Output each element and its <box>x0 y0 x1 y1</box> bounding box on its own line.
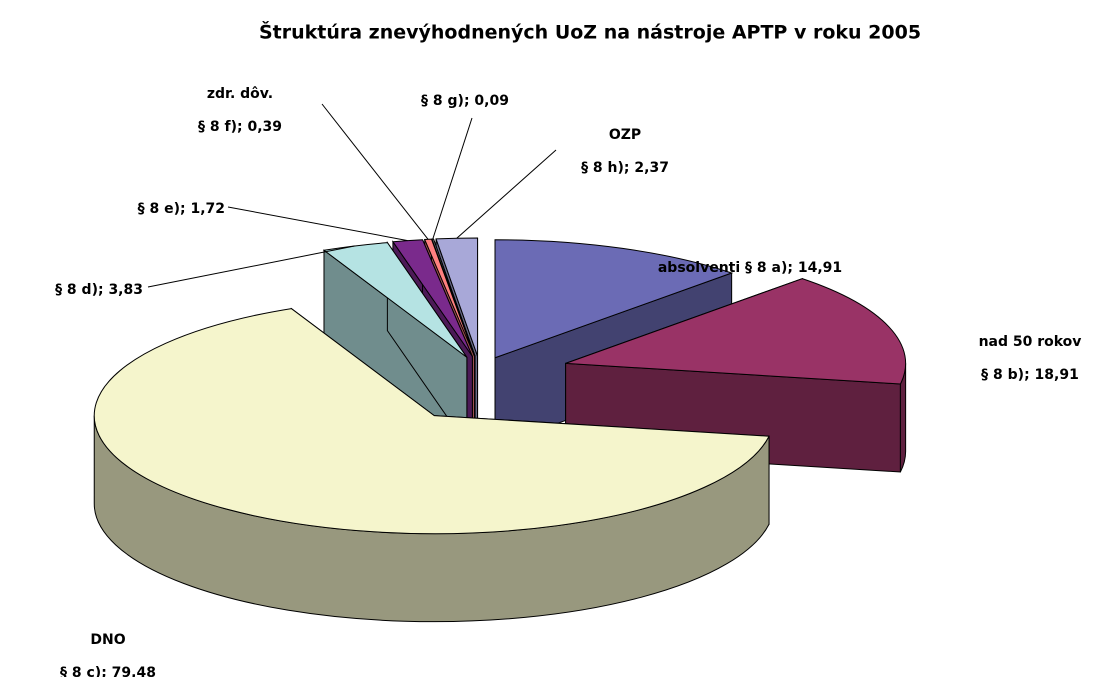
data-label: § 8 e); 1,72 <box>138 201 225 217</box>
pie-slice <box>93 307 770 623</box>
data-label: § 8 d); 3,83 <box>55 282 143 298</box>
data-label: § 8 h); 2,37 <box>581 160 669 176</box>
data-label: § 8 b); 18,91 <box>981 367 1079 383</box>
pie-slice <box>322 241 468 447</box>
data-label: OZP <box>609 127 641 143</box>
leader-line <box>227 206 408 242</box>
leader-line <box>147 245 356 288</box>
data-label: zdr. dôv. <box>207 86 273 102</box>
chart-title: Štruktúra znevýhodnených UoZ na nástroje… <box>259 20 921 44</box>
slice-top <box>435 237 479 357</box>
leader-line <box>456 149 557 239</box>
slice-top <box>565 278 907 385</box>
slice-top <box>93 308 770 535</box>
data-label: § 8 g); 0,09 <box>421 93 509 109</box>
data-label: DNO <box>90 632 125 648</box>
leader-line <box>321 103 429 240</box>
data-label: nad 50 rokov <box>979 334 1082 350</box>
data-label: absolventi § 8 a); 14,91 <box>658 260 842 276</box>
slice-top <box>494 239 734 359</box>
data-label: § 8 f); 0,39 <box>198 119 282 135</box>
data-label: § 8 c); 79,48 <box>60 665 156 677</box>
slice-top <box>322 242 468 358</box>
slice-top <box>423 238 476 357</box>
leader-line <box>432 117 473 240</box>
